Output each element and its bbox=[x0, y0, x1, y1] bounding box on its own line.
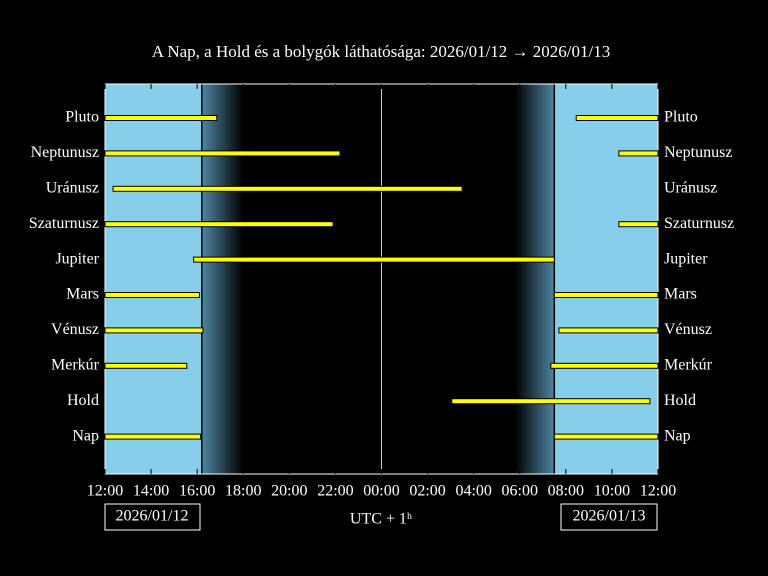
date-box bbox=[104, 503, 201, 531]
x-tick-label: 12:00 bbox=[640, 483, 676, 500]
x-tick-label: 16:00 bbox=[179, 483, 215, 500]
x-tick-label: 12:00 bbox=[87, 483, 123, 500]
row-label: Pluto bbox=[65, 109, 99, 126]
date-box bbox=[560, 503, 658, 531]
x-tick-label: 10:00 bbox=[594, 483, 630, 500]
row-label: Szaturnusz bbox=[664, 215, 734, 232]
row-label: Neptunusz bbox=[664, 144, 732, 161]
row-label: Pluto bbox=[664, 109, 698, 126]
row-label: Vénusz bbox=[664, 321, 712, 338]
visibility-bar bbox=[104, 292, 200, 298]
row-label: Nap bbox=[72, 427, 99, 444]
row-label: Merkúr bbox=[51, 356, 100, 373]
x-tick-label: 02:00 bbox=[409, 483, 445, 500]
row-label: Merkúr bbox=[664, 356, 713, 373]
visibility-bar bbox=[104, 150, 341, 157]
visibility-bar bbox=[550, 362, 659, 369]
row-label: Nap bbox=[664, 427, 691, 444]
visibility-bar bbox=[553, 292, 659, 298]
visibility-bar bbox=[104, 362, 188, 369]
row-label: Vénusz bbox=[51, 321, 99, 338]
row-label: Jupiter bbox=[664, 250, 708, 267]
visibility-bar bbox=[558, 327, 659, 334]
x-axis-label: UTC + 1ʰ bbox=[350, 511, 412, 528]
chart-title: A Nap, a Hold és a bolygók láthatósága: … bbox=[152, 42, 610, 61]
row-label: Jupiter bbox=[55, 250, 99, 267]
visibility-bar bbox=[104, 327, 204, 334]
visibility-bar bbox=[451, 398, 651, 405]
visibility-bar bbox=[618, 221, 659, 228]
x-tick-label: 18:00 bbox=[225, 483, 261, 500]
date-label: 2026/01/13 bbox=[573, 508, 646, 525]
row-label: Uránusz bbox=[46, 179, 99, 196]
row-label: Hold bbox=[67, 392, 99, 409]
twilight bbox=[201, 84, 244, 474]
row-label: Mars bbox=[66, 286, 99, 303]
visibility-bar bbox=[104, 115, 218, 121]
visibility-bar bbox=[112, 185, 463, 192]
visibility-bar bbox=[553, 433, 659, 440]
x-tick-label: 06:00 bbox=[502, 483, 538, 500]
row-label: Neptunusz bbox=[31, 144, 99, 161]
daylight bbox=[554, 84, 658, 474]
row-label: Mars bbox=[664, 286, 697, 303]
x-tick-label: 20:00 bbox=[271, 483, 307, 500]
visibility-bar bbox=[575, 115, 659, 121]
x-tick-label: 08:00 bbox=[548, 483, 584, 500]
row-label: Uránusz bbox=[664, 179, 717, 196]
date-label: 2026/01/12 bbox=[116, 508, 189, 525]
visibility-bar bbox=[618, 150, 659, 157]
visibility-bar bbox=[104, 433, 202, 440]
x-tick-label: 22:00 bbox=[317, 483, 353, 500]
x-tick-label: 14:00 bbox=[133, 483, 169, 500]
row-label: Szaturnusz bbox=[29, 215, 99, 232]
x-tick-label: 04:00 bbox=[455, 483, 491, 500]
visibility-bar bbox=[104, 221, 334, 228]
visibility-bar bbox=[193, 256, 555, 263]
row-label: Hold bbox=[664, 392, 696, 409]
daylight bbox=[105, 84, 202, 474]
x-tick-label: 00:00 bbox=[363, 483, 399, 500]
twilight bbox=[515, 84, 555, 474]
